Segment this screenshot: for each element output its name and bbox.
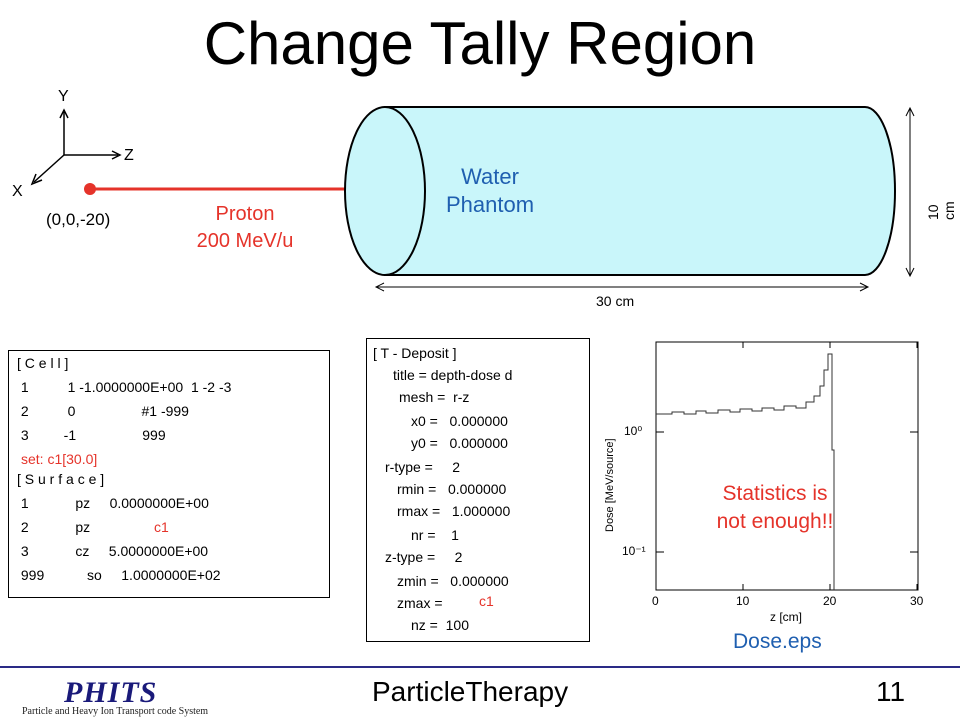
plot-frame [655,341,919,591]
t-deposit-header: [ T - Deposit ] [373,345,457,361]
plot-xlabel: z [cm] [770,610,802,624]
energy-label: 200 MeV/u [196,230,294,252]
tally-zmax-line: zmax = [397,595,443,611]
tally-rmin-line: rmin = 0.000000 [397,481,507,497]
phits-logo-subtitle: Particle and Heavy Ion Transport code Sy… [22,706,209,717]
source-position-label: (0,0,-20) [46,210,111,229]
tally-x0-line: x0 = 0.000000 [411,413,508,429]
diameter-label: 10 cm [925,201,957,220]
phantom-label-line2: Phantom [445,192,535,217]
page-number: 11 [876,676,906,707]
slide-title: Change Tally Region [203,10,757,77]
surface-line-1: 1 pz 0.0000000E+00 [17,495,209,511]
cell-section-header: [ C e l l ] [17,355,69,371]
diameter-dimension [905,106,915,278]
cell-line-2: 2 0 #1 -999 [17,403,189,419]
geometry-diagram [30,106,915,292]
surface-line-3: 3 cz 5.0000000E+00 [17,543,209,559]
z-axis-label: Z [124,147,134,164]
water-phantom-cylinder [344,106,896,276]
dose-curve [656,353,835,590]
tally-nz-line: nz = 100 [411,617,469,633]
statistics-note-line2: not enough!! [716,510,834,533]
ytick-01: 10⁻¹ [622,544,646,558]
y-axis-label: Y [58,88,69,105]
tally-nr-line: nr = 1 [411,527,459,543]
t-deposit-input-box: [ T - Deposit ] title = depth-dose d mes… [366,338,590,642]
footer-divider [0,666,960,668]
xtick-0: 0 [652,594,659,608]
statistics-note-line1: Statistics is [722,482,828,505]
proton-label: Proton [215,203,275,225]
surface-2-variable: c1 [154,519,169,535]
surface-section-header: [ S u r f a c e ] [17,471,105,487]
plot-caption: Dose.eps [733,630,822,653]
tally-mesh-line: mesh = r-z [399,389,470,405]
tally-rmax-line: rmax = 1.000000 [397,503,511,519]
cell-line-3: 3 -1 999 [17,427,166,443]
tally-ztype-line: z-type = 2 [385,549,463,565]
surface-line-2: 2 pz [17,519,110,535]
set-variable-line: set: c1[30.0] [21,451,98,467]
length-dimension [374,282,870,292]
phantom-label-line1: Water [461,164,519,189]
cell-line-1: 1 1 -1.0000000E+00 1 -2 -3 [17,379,232,395]
xtick-30: 30 [910,594,924,608]
length-label: 30 cm [596,293,635,309]
tally-title-line: title = depth-dose d [393,367,513,383]
tally-zmax-variable: c1 [479,593,494,609]
coordinate-axes [30,108,122,186]
xtick-10: 10 [736,594,750,608]
dose-plot [655,341,919,591]
tally-zmin-line: zmin = 0.000000 [397,573,509,589]
x-axis-label: X [12,183,23,200]
xtick-20: 20 [823,594,837,608]
surface-line-999: 999 so 1.0000000E+02 [17,567,221,583]
tally-y0-line: y0 = 0.000000 [411,435,508,451]
footer-title: ParticleTherapy [372,676,569,707]
phits-logo: PHITS [64,676,158,709]
ytick-1: 10⁰ [624,424,643,438]
cell-surface-input-box: [ C e l l ] 1 1 -1.0000000E+00 1 -2 -3 2… [8,350,330,598]
plot-ylabel: Dose [MeV/source] [604,438,616,532]
tally-rtype-line: r-type = 2 [385,459,461,475]
